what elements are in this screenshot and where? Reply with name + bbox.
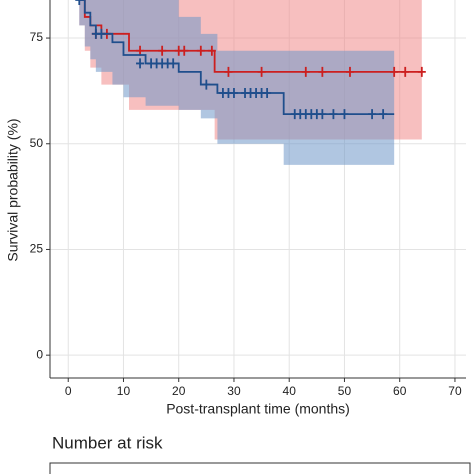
censor-mark xyxy=(263,88,272,99)
censor-mark xyxy=(401,66,410,77)
censor-mark xyxy=(202,79,211,90)
x-tick-label: 60 xyxy=(393,384,407,398)
censor-mark xyxy=(257,66,266,77)
x-tick-label: 20 xyxy=(172,384,186,398)
x-tick-label: 30 xyxy=(227,384,241,398)
censor-mark xyxy=(345,66,354,77)
x-tick-label: 70 xyxy=(448,384,462,398)
censor-mark xyxy=(340,109,349,120)
censor-mark xyxy=(196,45,205,56)
x-tick-label: 0 xyxy=(65,384,72,398)
censor-mark xyxy=(136,58,145,69)
x-tick-label: 40 xyxy=(283,384,297,398)
censor-mark xyxy=(417,66,426,77)
risk-table-title: Number at risk xyxy=(52,433,163,452)
censor-mark xyxy=(169,58,178,69)
x-axis-label: Post-transplant time (months) xyxy=(166,401,350,417)
censor-mark xyxy=(368,109,377,120)
risk-table-box xyxy=(49,462,471,474)
survival-line xyxy=(78,0,395,116)
censor-mark xyxy=(318,109,327,120)
y-axis-label: Survival probability (%) xyxy=(5,118,21,261)
censor-mark xyxy=(224,66,233,77)
censor-mark xyxy=(229,88,238,99)
censor-mark xyxy=(75,0,84,5)
censor-mark xyxy=(301,66,310,77)
axes: 0 25 50 75 0 10 20 30 40 50 60 70 xyxy=(30,0,466,398)
x-tick-label: 10 xyxy=(117,384,131,398)
censor-mark xyxy=(158,45,167,56)
confidence-band xyxy=(79,0,395,165)
censor-mark xyxy=(180,45,189,56)
y-tick-label: 25 xyxy=(30,242,44,256)
y-tick-label: 75 xyxy=(30,30,44,44)
y-tick-label: 50 xyxy=(30,136,44,150)
censor-mark xyxy=(97,28,106,39)
y-tick-label: 0 xyxy=(36,347,43,361)
censor-mark xyxy=(329,109,338,120)
censor-mark xyxy=(318,66,327,77)
censor-mark xyxy=(390,66,399,77)
censor-mark xyxy=(379,109,388,120)
plot-area xyxy=(75,0,426,165)
censor-mark xyxy=(207,45,216,56)
x-tick-label: 50 xyxy=(338,384,352,398)
